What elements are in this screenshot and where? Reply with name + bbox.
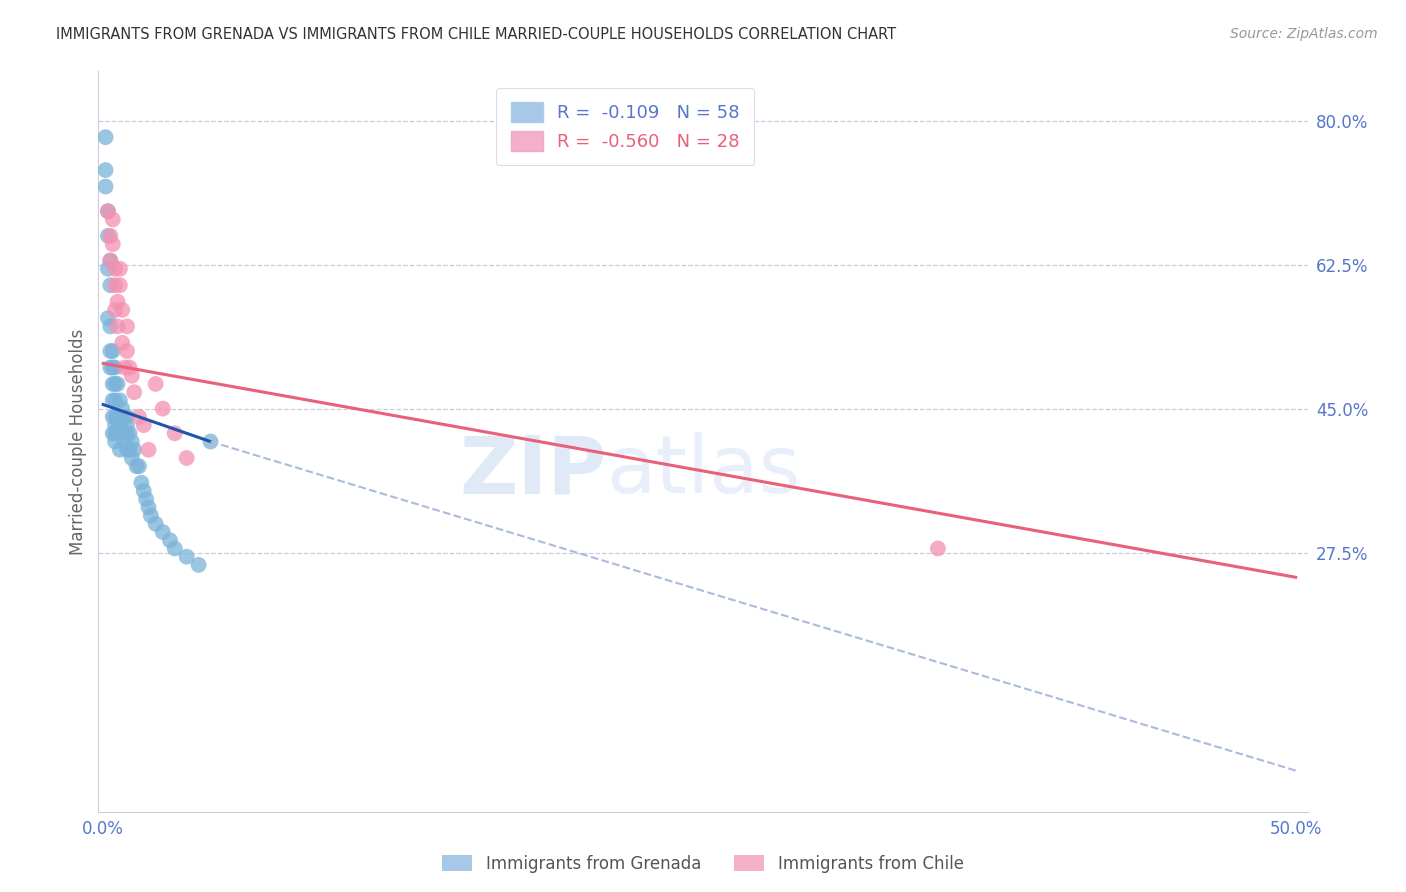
Point [107,376,129,391]
Point [115,442,138,457]
Point [98,319,121,334]
Point [108,393,131,408]
Point [163,426,186,441]
Point [114,409,136,424]
Point [101,376,124,391]
Text: ZIP: ZIP [458,432,606,510]
Point [132,483,155,498]
Point [135,492,157,507]
Point [115,426,138,441]
Point [138,500,160,515]
Point [108,278,131,293]
Point [163,541,186,556]
Point [101,409,124,424]
Point [104,302,127,317]
Point [94,130,117,145]
Point [115,418,138,433]
Point [118,442,141,457]
Point [94,179,117,194]
Point [104,360,127,375]
Point [108,261,131,276]
Legend: R =  -0.109   N = 58, R =  -0.560   N = 28: R = -0.109 N = 58, R = -0.560 N = 28 [496,87,755,166]
Point [104,434,127,449]
Point [139,508,162,523]
Point [104,278,127,293]
Point [97,204,120,219]
Point [98,278,121,293]
Point [145,516,167,531]
Point [145,376,167,391]
Point [98,253,121,268]
Point [176,549,198,564]
Point [115,344,138,359]
Point [128,459,150,474]
Point [187,558,209,572]
Point [97,311,120,326]
Point [111,401,134,416]
Point [101,212,124,227]
Point [104,393,127,408]
Point [200,434,222,449]
Point [114,360,136,375]
Legend: Immigrants from Grenada, Immigrants from Chile: Immigrants from Grenada, Immigrants from… [436,848,970,880]
Point [104,409,127,424]
Point [111,335,134,350]
Point [108,418,131,433]
Point [97,204,120,219]
Point [107,294,129,309]
Text: Source: ZipAtlas.com: Source: ZipAtlas.com [1230,27,1378,41]
Point [176,450,198,465]
Point [101,393,124,408]
Point [98,228,121,243]
Point [107,319,129,334]
Point [104,418,127,433]
Point [152,524,174,539]
Point [101,237,124,252]
Point [152,401,174,416]
Point [111,302,134,317]
Point [122,442,145,457]
Point [121,368,143,383]
Point [121,450,143,465]
Text: atlas: atlas [606,432,800,510]
Y-axis label: Married-couple Households: Married-couple Households [69,328,87,555]
Point [118,426,141,441]
Point [104,426,127,441]
Point [122,385,145,400]
Point [111,426,134,441]
Point [159,533,181,548]
Point [97,228,120,243]
Point [108,442,131,457]
Point [107,426,129,441]
Point [94,163,117,178]
Point [101,426,124,441]
Point [115,319,138,334]
Point [138,442,160,457]
Point [98,360,121,375]
Point [118,360,141,375]
Point [132,418,155,433]
Point [115,409,138,424]
Point [128,409,150,424]
Point [104,261,127,276]
Point [104,376,127,391]
Point [125,459,148,474]
Point [927,541,949,556]
Text: IMMIGRANTS FROM GRENADA VS IMMIGRANTS FROM CHILE MARRIED-COUPLE HOUSEHOLDS CORRE: IMMIGRANTS FROM GRENADA VS IMMIGRANTS FR… [56,27,897,42]
Point [121,434,143,449]
Point [97,261,120,276]
Point [98,344,121,359]
Point [98,253,121,268]
Point [131,475,153,490]
Point [114,434,136,449]
Point [101,360,124,375]
Point [101,344,124,359]
Point [107,409,129,424]
